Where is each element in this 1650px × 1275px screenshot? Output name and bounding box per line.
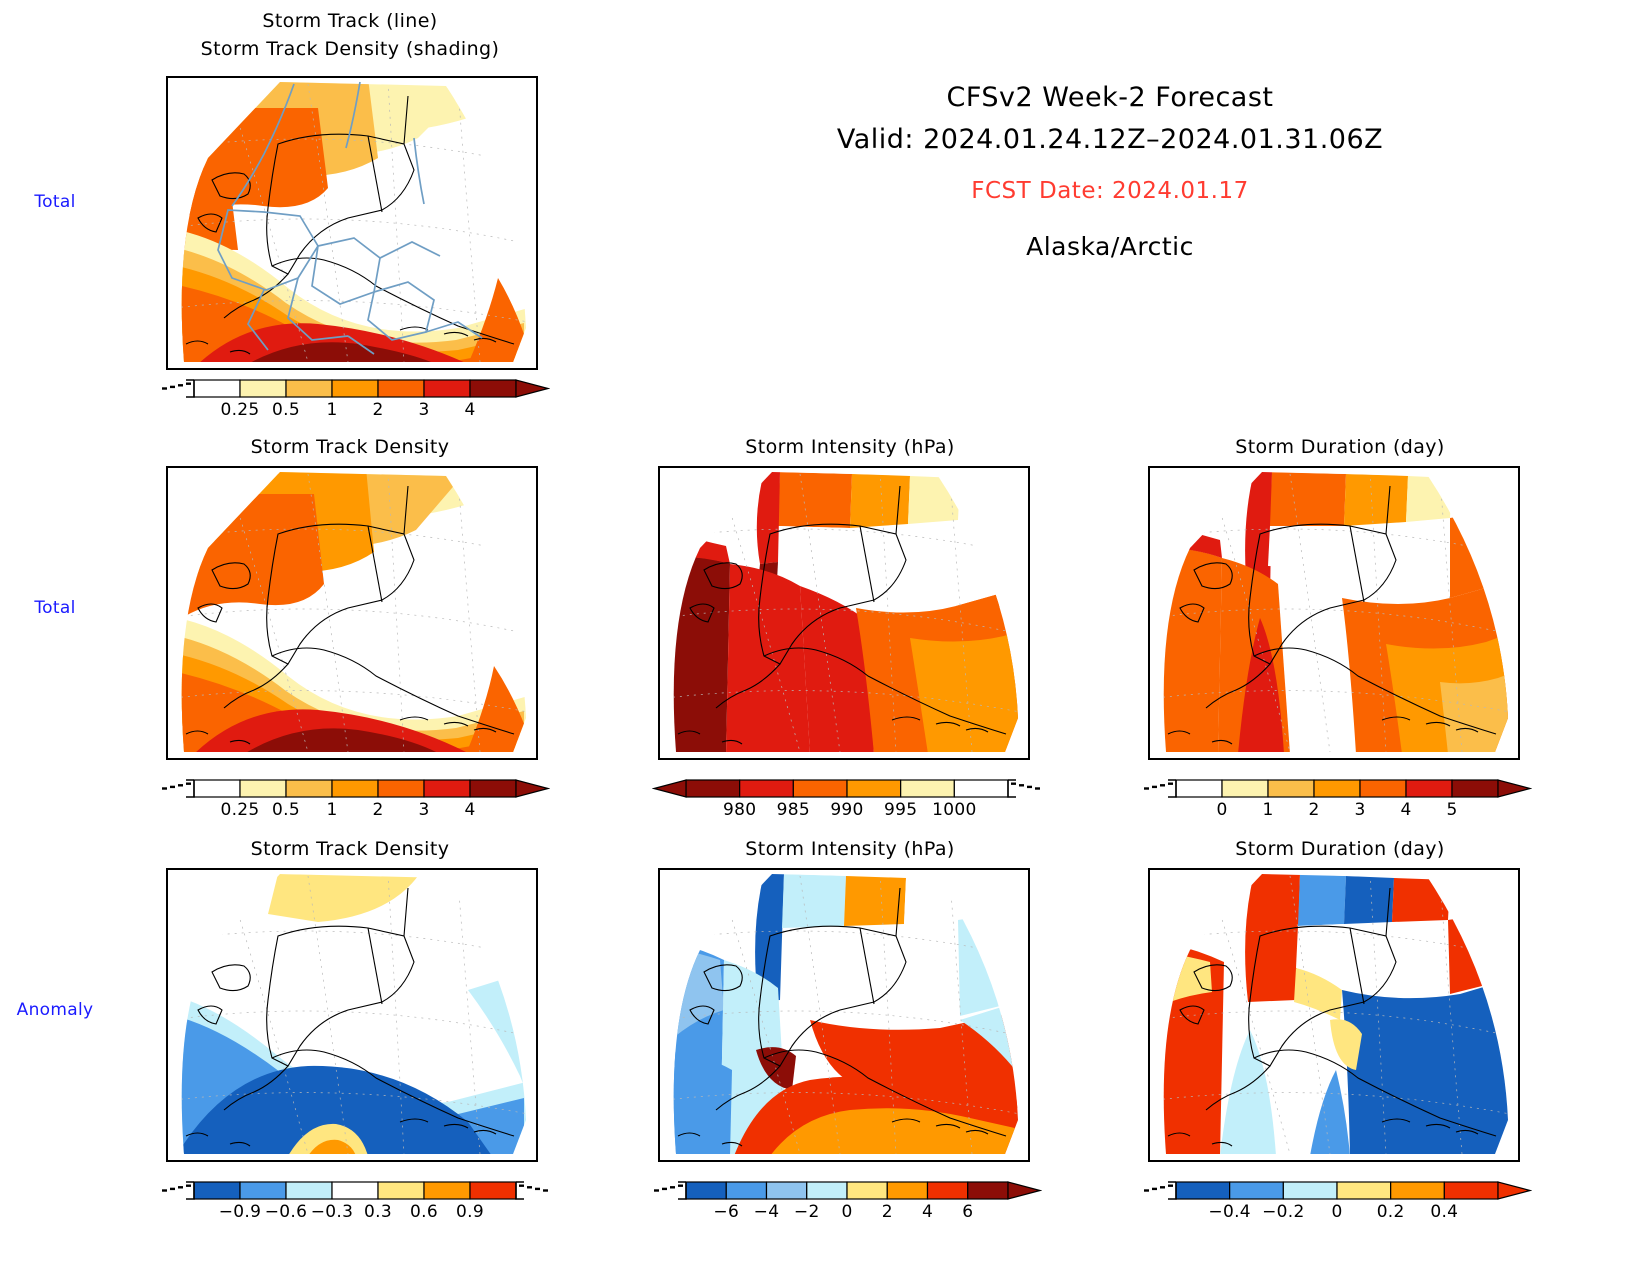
- colorbar-tick: 985: [776, 800, 811, 820]
- colorbar-tick: 0: [841, 1202, 853, 1222]
- colorbar-tick: 2: [372, 800, 384, 820]
- map-panel-track-density-anomaly[interactable]: [166, 868, 538, 1162]
- colorbar-tick: −0.6: [264, 1202, 308, 1222]
- colorbar-tick: 3: [1354, 800, 1366, 820]
- colorbar-tick: −0.9: [218, 1202, 262, 1222]
- colorbar-tick: 990: [830, 800, 864, 820]
- panel-title-track-density-total: Storm Track Density: [250, 436, 450, 458]
- colorbar-swatches: [1144, 779, 1532, 798]
- colorbar-swatches: [162, 1181, 548, 1200]
- colorbar-tick: −0.4: [1208, 1202, 1251, 1222]
- map-canvas-p4: [1163, 472, 1509, 752]
- map-panel-intensity-anomaly[interactable]: [658, 868, 1030, 1162]
- colorbar-tick: 0.25: [220, 400, 260, 420]
- row-label-total-2: Total: [34, 598, 76, 618]
- colorbar-tick: 1: [1262, 800, 1274, 820]
- colorbar-tick: −4: [753, 1202, 780, 1222]
- colorbar-tick: 2: [372, 400, 384, 420]
- panel-title-duration-anomaly: Storm Duration (day): [1235, 838, 1445, 860]
- colorbar-tick: 3: [418, 400, 430, 420]
- map-canvas-p1: [181, 81, 527, 362]
- colorbar-track-density-total-top: 0.25 0.5 1 2 3 4: [160, 378, 550, 420]
- colorbar-swatches: [162, 379, 550, 398]
- colorbar-tick: 0.3: [364, 1202, 392, 1222]
- colorbar-tick: 4: [921, 1202, 934, 1222]
- map-canvas-p7: [1163, 874, 1509, 1154]
- colorbar-tick: 0: [1331, 1202, 1343, 1222]
- colorbar-swatches: [162, 779, 550, 798]
- panel-title-track-density-anomaly: Storm Track Density: [250, 838, 450, 860]
- colorbar-tick: 5: [1446, 800, 1458, 820]
- colorbar-tick: 2: [881, 1202, 893, 1222]
- colorbar-duration-anomaly: −0.4 −0.2 0 0.2 0.4: [1142, 1180, 1532, 1222]
- colorbar-tick: 0.9: [456, 1202, 484, 1222]
- colorbar-tick: 0.5: [272, 400, 300, 420]
- colorbar-tick: 0.6: [410, 1202, 438, 1222]
- colorbar-tick: 995: [883, 800, 918, 820]
- colorbar-tick: 4: [1400, 800, 1412, 820]
- map-canvas-p6: [673, 874, 1019, 1154]
- map-panel-intensity-total[interactable]: [658, 466, 1030, 760]
- colorbar-swatches: [654, 1181, 1042, 1200]
- colorbar-tick: −6: [713, 1202, 740, 1222]
- colorbar-track-density-total: 0.25 0.5 1 2 3 4: [160, 778, 550, 820]
- header-valid-period: Valid: 2024.01.24.12Z–2024.01.31.06Z: [836, 124, 1384, 155]
- colorbar-track-density-anomaly: −0.9 −0.6 −0.3 0.3 0.6 0.9: [160, 1180, 550, 1222]
- panel-title-storm-track-density-shading: Storm Track Density (shading): [200, 38, 500, 60]
- map-canvas-p5: [181, 874, 527, 1154]
- colorbar-tick: 4: [464, 800, 476, 820]
- map-panel-duration-anomaly[interactable]: [1148, 868, 1520, 1162]
- colorbar-tick: 0.25: [220, 800, 260, 820]
- map-canvas-p3: [673, 472, 1019, 752]
- colorbar-tick: 2: [1308, 800, 1320, 820]
- colorbar-tick: −2: [793, 1202, 820, 1222]
- colorbar-tick: 0.5: [272, 800, 300, 820]
- map-panel-storm-track-total[interactable]: [166, 76, 538, 370]
- panel-title-storm-track-line: Storm Track (line): [262, 10, 438, 32]
- colorbar-tick: 1: [326, 400, 338, 420]
- colorbar-tick: 0.4: [1430, 1202, 1459, 1222]
- header-region: Alaska/Arctic: [1026, 232, 1194, 261]
- colorbar-tick: 6: [962, 1202, 974, 1222]
- panel-title-intensity-total: Storm Intensity (hPa): [745, 436, 955, 458]
- panel-title-duration-total: Storm Duration (day): [1235, 436, 1445, 458]
- map-canvas-p2: [181, 472, 527, 752]
- panel-title-intensity-anomaly: Storm Intensity (hPa): [745, 838, 955, 860]
- colorbar-tick: 980: [722, 800, 757, 820]
- colorbar-swatches: [652, 779, 1040, 798]
- row-label-total-1: Total: [34, 192, 76, 212]
- map-panel-duration-total[interactable]: [1148, 466, 1520, 760]
- header-fcst-date: FCST Date: 2024.01.17: [971, 178, 1249, 204]
- colorbar-duration-total: 0 1 2 3 4 5: [1142, 778, 1532, 820]
- colorbar-swatches: [1144, 1181, 1532, 1200]
- header-title: CFSv2 Week-2 Forecast: [946, 82, 1274, 113]
- colorbar-tick: 1000: [932, 800, 977, 820]
- colorbar-intensity-anomaly: −6 −4 −2 0 2 4 6: [652, 1180, 1042, 1222]
- colorbar-tick: 3: [418, 800, 430, 820]
- colorbar-tick: 1: [326, 800, 338, 820]
- row-label-anomaly: Anomaly: [16, 1000, 94, 1020]
- colorbar-tick: −0.3: [310, 1202, 354, 1222]
- colorbar-intensity-total: 980 985 990 995 1000: [652, 778, 1042, 820]
- map-panel-track-density-total[interactable]: [166, 466, 538, 760]
- colorbar-tick: 4: [464, 400, 476, 420]
- colorbar-tick: −0.2: [1262, 1202, 1305, 1222]
- colorbar-tick: 0.2: [1376, 1202, 1405, 1222]
- colorbar-tick: 0: [1216, 800, 1228, 820]
